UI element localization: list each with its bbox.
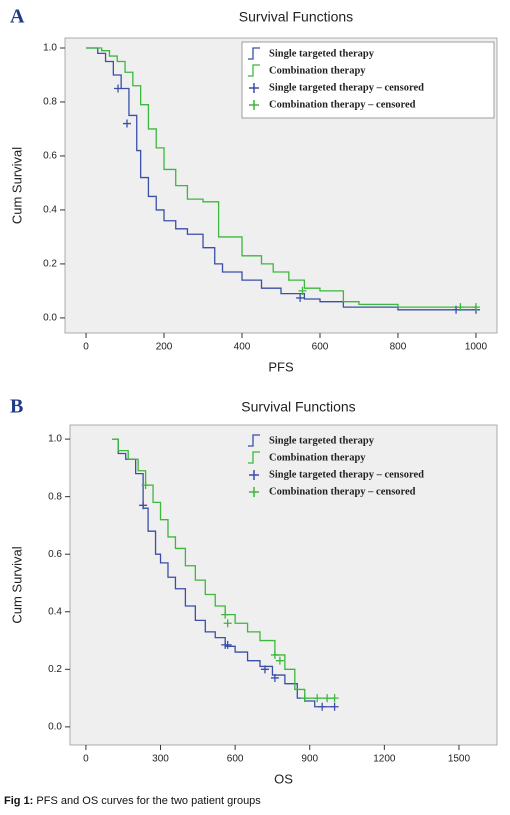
censored-mark	[313, 694, 322, 703]
y-tick-label: 0.8	[43, 97, 57, 108]
legend-label: Combination therapy – censored	[269, 99, 416, 110]
caption-label: Fig 1:	[4, 795, 34, 807]
censored-mark	[298, 286, 307, 295]
censored-mark	[471, 303, 480, 312]
censored-mark	[323, 694, 332, 703]
x-tick-label: 600	[227, 754, 244, 765]
censored-mark	[300, 694, 309, 703]
panel-label: B	[10, 396, 23, 418]
x-tick-label: 300	[152, 754, 169, 765]
plot-area	[69, 424, 498, 746]
censored-mark	[330, 694, 339, 703]
y-tick-label: 0.8	[48, 491, 62, 502]
legend-symbol	[248, 451, 260, 464]
censored-mark	[139, 501, 148, 510]
x-tick-label: 600	[312, 342, 329, 353]
censored-mark	[270, 650, 279, 659]
censored-mark	[318, 702, 327, 711]
caption: Fig 1: PFS and OS curves for the two pat…	[4, 795, 261, 807]
censored-mark	[270, 673, 279, 682]
legend-symbol	[249, 100, 259, 110]
x-tick-label: 0	[83, 754, 89, 765]
x-tick-label: 400	[234, 342, 251, 353]
y-tick-label: 0.6	[43, 151, 57, 162]
y-tick-label: 0.4	[48, 606, 62, 617]
x-tick-label: 1000	[465, 342, 488, 353]
censored-mark	[114, 84, 123, 93]
x-tick-label: 900	[301, 754, 318, 765]
legend-label: Single targeted therapy – censored	[269, 82, 424, 93]
x-axis-label: PFS	[268, 359, 294, 374]
legend-symbol	[249, 83, 259, 93]
legend-symbol	[249, 470, 259, 480]
censored-mark	[296, 293, 305, 302]
survival-curve	[86, 47, 476, 308]
censored-mark	[141, 481, 150, 490]
y-tick-label: 0.2	[48, 664, 62, 675]
y-tick-label: 0.6	[48, 549, 62, 560]
censored-mark	[260, 665, 269, 674]
legend-symbol	[248, 47, 260, 60]
censored-mark	[330, 702, 339, 711]
y-tick-label: 0.0	[43, 313, 57, 324]
caption-text: PFS and OS curves for the two patient gr…	[36, 795, 261, 807]
panel-label: A	[10, 6, 25, 28]
x-tick-label: 0	[83, 342, 89, 353]
legend-label: Single targeted therapy	[269, 435, 375, 446]
survival-curve	[86, 47, 476, 311]
censored-mark	[221, 610, 230, 619]
censored-mark	[223, 640, 232, 649]
chart-title: Survival Functions	[241, 399, 355, 415]
charts: A Survival Functions PFS Cum Survival 0.0 0.2…	[9, 6, 498, 786]
legend-label: Combination therapy – censored	[269, 486, 416, 497]
x-axis-label: OS	[274, 771, 293, 786]
chart-title: Survival Functions	[239, 9, 353, 25]
legend-symbol	[249, 487, 259, 497]
y-tick-label: 1.0	[48, 434, 62, 445]
legend-box	[241, 41, 495, 119]
y-tick-label: 1.0	[43, 43, 57, 54]
legend-symbol	[248, 64, 260, 77]
x-tick-label: 800	[390, 342, 407, 353]
y-tick-label: 0.4	[43, 205, 57, 216]
legend-symbol	[248, 434, 260, 447]
legend-label: Combination therapy	[269, 452, 366, 463]
legend-label: Single targeted therapy	[269, 48, 375, 59]
y-axis-label: Cum Survival	[9, 147, 24, 224]
y-tick-label: 0.2	[43, 259, 57, 270]
x-tick-label: 1500	[448, 754, 471, 765]
censored-mark	[122, 119, 131, 128]
legend-label: Single targeted therapy – censored	[269, 469, 424, 480]
censored-mark	[456, 303, 465, 312]
censored-mark	[275, 656, 284, 665]
survival-curve	[112, 438, 335, 708]
censored-mark	[223, 619, 232, 628]
censored-mark	[452, 305, 461, 314]
x-tick-label: 1200	[373, 754, 396, 765]
y-tick-label: 0.0	[48, 722, 62, 733]
y-axis-label: Cum Survival	[9, 546, 24, 623]
legend-label: Combination therapy	[269, 65, 366, 76]
x-tick-label: 200	[156, 342, 173, 353]
